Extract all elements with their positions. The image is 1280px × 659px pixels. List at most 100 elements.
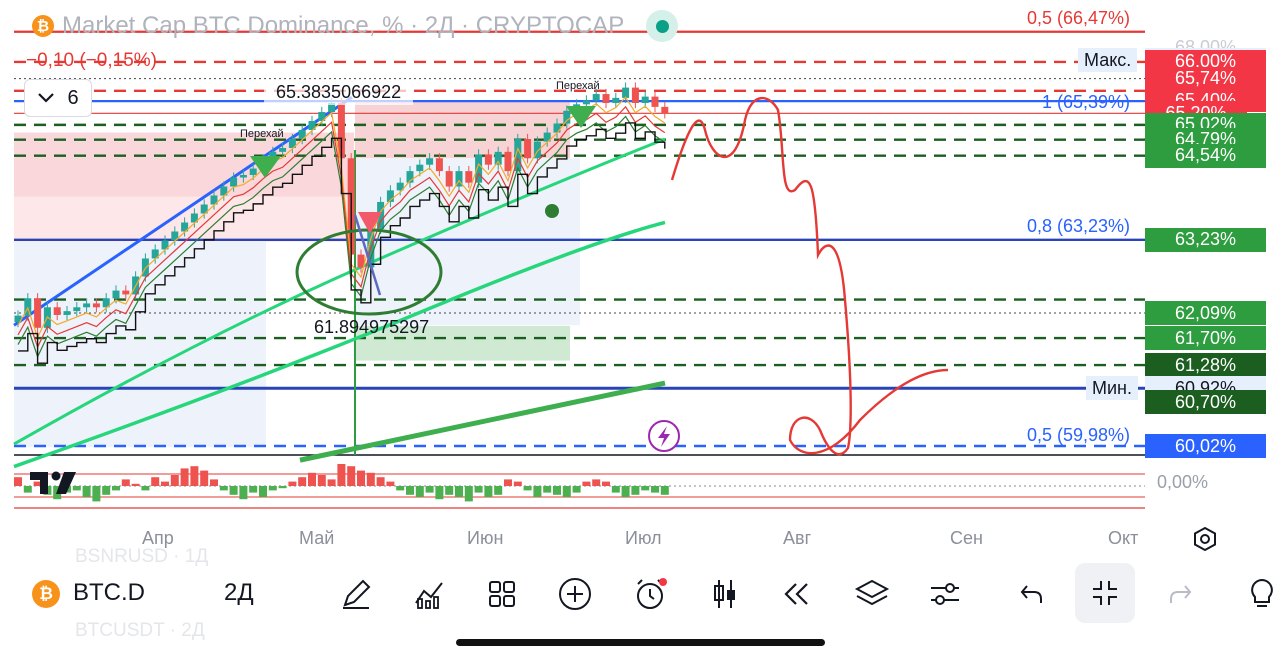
layers-icon: [854, 579, 890, 606]
osc-bar: [278, 486, 287, 489]
chart-type-button[interactable]: [705, 571, 745, 617]
osc-bar: [14, 477, 22, 486]
long-zone-bg: [14, 241, 266, 448]
candle-body: [220, 186, 228, 196]
candle-body: [494, 151, 502, 165]
osc-bar: [190, 466, 199, 486]
osc-bar: [200, 470, 209, 486]
candle-body: [465, 171, 473, 183]
osc-bar: [455, 486, 463, 497]
indicators-toggle[interactable]: 6: [24, 79, 92, 117]
undo-button[interactable]: [1012, 571, 1052, 617]
chart-type-icon: [714, 580, 735, 608]
top-price-annotation: 65.3835066922: [264, 79, 414, 105]
ghost-symbol-bottom: BTCUSDT · 2Д: [75, 620, 205, 641]
osc-bar: [435, 486, 444, 500]
osc-bar: [210, 479, 218, 486]
osc-bar: [327, 479, 336, 486]
price-change: −0,10 (−0,15%): [26, 50, 157, 71]
candle-body: [190, 213, 198, 223]
candle-body: [377, 201, 385, 229]
price-label: 64,54%: [1145, 143, 1266, 168]
osc-bar: [484, 486, 493, 497]
candle-body: [112, 290, 120, 299]
candle-body: [14, 315, 22, 323]
add-icon: [559, 578, 591, 610]
osc-bar: [366, 472, 375, 486]
osc-bar: [131, 483, 140, 486]
chart-canvas[interactable]: [0, 0, 1280, 560]
drawing-tools-button[interactable]: [336, 571, 376, 617]
price-label: 63,23%: [1145, 227, 1266, 252]
alert-button[interactable]: [630, 571, 670, 617]
osc-bar: [660, 486, 669, 495]
blue-trendline: [13, 96, 353, 327]
market-status-icon[interactable]: [646, 10, 679, 42]
osc-bar: [406, 486, 414, 495]
osc-bar: [308, 472, 316, 486]
max-tag: Макс.: [1078, 48, 1138, 72]
osc-bar: [347, 466, 356, 486]
fib-level-label: 0,5 (66,47%): [1026, 7, 1130, 28]
bottom-toolbar: [0, 560, 1280, 628]
candle-body: [435, 158, 443, 172]
candle-body: [582, 100, 590, 105]
add-button[interactable]: [555, 571, 595, 617]
indicators-icon: [415, 582, 443, 609]
settings-button[interactable]: [925, 571, 965, 617]
time-tick: Июн: [467, 528, 504, 548]
symbol-title-text: Market Cap BTC Dominance, % · 2Д · CRYPT…: [62, 12, 625, 39]
osc-bar: [474, 486, 483, 493]
osc-bar: [170, 475, 179, 486]
idea-icon: [1251, 578, 1273, 607]
sell-marker: [358, 212, 382, 234]
candle-body: [406, 171, 414, 183]
bitcoin-icon: ₿: [32, 15, 54, 37]
candle-body: [386, 190, 394, 202]
osc-bar: [259, 486, 267, 497]
drawn-blue-stroke: [353, 214, 382, 296]
candle-body: [553, 123, 561, 133]
interval-button[interactable]: 2Д: [224, 579, 254, 606]
redo-icon: [1170, 585, 1192, 603]
indicators-button[interactable]: [409, 571, 449, 617]
ema-line-slow: [13, 220, 666, 469]
osc-bar: [553, 486, 561, 495]
osc-bar: [82, 486, 91, 497]
candle-body: [298, 130, 306, 139]
osc-bar: [425, 486, 434, 493]
osc-bar: [494, 486, 503, 495]
candle-body: [171, 231, 179, 241]
osc-bar: [611, 486, 620, 493]
osc-bar: [121, 479, 130, 486]
settings-icon: [931, 583, 959, 605]
templates-button[interactable]: [482, 571, 522, 617]
templates-icon: [489, 581, 515, 607]
candle-body: [288, 138, 296, 148]
symbol-button[interactable]: BTC.D: [73, 579, 145, 606]
candle-body: [504, 151, 512, 172]
osc-bar: [288, 481, 297, 486]
osc-bar: [239, 486, 248, 500]
candle-body: [181, 222, 189, 232]
osc-bar: [445, 486, 454, 495]
chart-settings-icon[interactable]: [1192, 526, 1218, 552]
osc-bar: [543, 486, 552, 493]
osc-bar: [651, 486, 659, 493]
short-zone-upper: [14, 132, 354, 197]
ideas-button[interactable]: [1244, 571, 1280, 617]
candle-body: [63, 311, 71, 315]
replay-button[interactable]: [777, 571, 817, 617]
redo-button[interactable]: [1160, 571, 1200, 617]
candle-body: [622, 87, 630, 98]
candle-body: [533, 141, 541, 159]
osc-bar: [641, 486, 650, 491]
candle-body: [445, 171, 453, 187]
fib-level-label: 0,5 (59,98%): [1026, 424, 1130, 445]
candle-body: [455, 171, 463, 187]
layers-button[interactable]: [850, 571, 894, 617]
collapse-button[interactable]: [1075, 563, 1135, 623]
candle-body: [337, 103, 345, 159]
osc-bar: [464, 486, 473, 502]
ghost-symbol-top: BSNRUSD · 1Д: [75, 546, 209, 567]
